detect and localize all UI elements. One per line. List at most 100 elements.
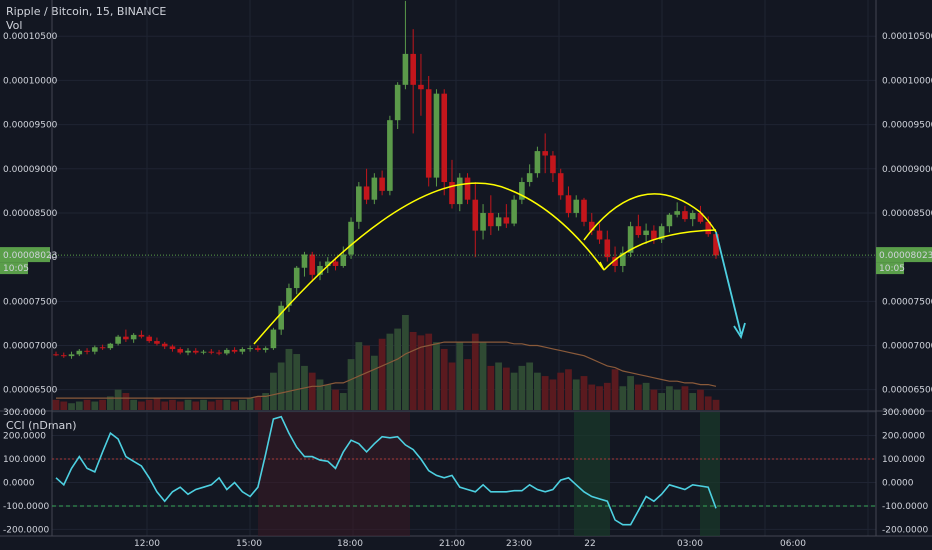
cci-tick-label-right: -100.0000: [882, 502, 928, 512]
candle-body: [441, 93, 448, 183]
cci-tick-label-left: 200.0000: [3, 431, 46, 441]
volume-bar: [471, 333, 479, 410]
candle-body: [573, 199, 580, 213]
price-tick-label-right: 0.00009000: [882, 165, 932, 175]
volume-bar: [215, 399, 223, 410]
time-label: 06:00: [780, 539, 806, 549]
candle-body: [658, 226, 665, 240]
candle-body: [239, 349, 246, 352]
cci-tick-label-left: 300.0000: [3, 408, 46, 418]
candle-body: [674, 211, 680, 215]
candle-body: [371, 177, 378, 200]
volume-bar: [332, 389, 339, 410]
current-time-label-left: 10:05: [3, 264, 29, 274]
candle-body: [309, 254, 316, 275]
volume-bar: [270, 372, 277, 410]
volume-bar: [666, 386, 673, 410]
volume-bar: [658, 393, 666, 410]
candle-body: [92, 347, 98, 352]
candle-body: [627, 226, 634, 253]
volume-bar: [487, 365, 495, 410]
volume-bar: [417, 335, 425, 410]
volume-series: [52, 315, 720, 410]
volume-bar: [153, 398, 161, 410]
volume-bar: [60, 401, 68, 410]
volume-bar: [246, 398, 254, 410]
candle-body: [511, 199, 517, 224]
candle-body: [293, 267, 300, 289]
candle-body: [526, 173, 533, 183]
volume-bar: [68, 403, 75, 410]
volume-bar: [106, 396, 114, 410]
volume-bar: [91, 401, 99, 410]
volume-bar: [572, 379, 580, 410]
volume-bar: [634, 384, 642, 410]
time-label: 23:00: [506, 539, 532, 549]
candle-body: [402, 53, 409, 85]
cci-oversold-zone: [700, 412, 720, 536]
volume-bar: [114, 389, 122, 410]
candle-body: [60, 355, 67, 357]
current-time-label-right: 10:05: [879, 264, 905, 274]
candle-body: [456, 177, 463, 205]
volume-bar: [277, 362, 285, 410]
candle-body: [107, 343, 114, 349]
pattern-lower-arc: [603, 229, 717, 271]
volume-bar: [130, 399, 138, 410]
volume-bar: [565, 369, 572, 410]
candle-body: [705, 221, 712, 235]
cci-tick-label-right: 100.0000: [882, 455, 925, 465]
candle-body: [356, 186, 362, 222]
candle-body: [247, 348, 253, 350]
candle-body: [472, 199, 479, 231]
candle-body: [53, 354, 59, 356]
volume-bar: [704, 396, 712, 410]
candle-body: [348, 221, 354, 255]
price-tick-label-right: 0.00008500: [882, 209, 932, 219]
price-tick-label-left: 0.00007500: [3, 297, 58, 307]
volume-bar: [712, 399, 720, 410]
volume-bar: [689, 393, 697, 410]
candle-body: [503, 217, 510, 224]
projection-arrow-line: [715, 231, 742, 335]
cci-tick-label-right: 300.0000: [882, 408, 925, 418]
candle-body: [557, 173, 564, 196]
candle-body: [410, 53, 416, 85]
candle-body: [68, 354, 75, 357]
candle-body: [130, 334, 137, 340]
candle-body: [620, 252, 626, 266]
volume-bar: [409, 331, 417, 410]
volume-bar: [316, 379, 324, 410]
candle-body: [200, 351, 207, 353]
volume-bar: [122, 393, 130, 410]
volume-bar: [161, 401, 169, 410]
candle-body: [363, 186, 370, 200]
volume-bar: [75, 401, 83, 410]
volume-bar: [697, 389, 704, 410]
candle-body: [697, 212, 704, 222]
volume-bar: [502, 367, 510, 410]
candle-series: [53, 0, 719, 359]
volume-bar: [378, 338, 386, 410]
volume-bar: [627, 376, 634, 410]
volume-bar: [386, 333, 394, 410]
cci-tick-label-right: 200.0000: [882, 431, 925, 441]
volume-bar: [347, 359, 355, 410]
volume-bar: [479, 342, 487, 410]
candle-body: [340, 254, 347, 266]
volume-bar: [650, 389, 658, 410]
volume-bar: [464, 359, 471, 410]
candle-body: [449, 182, 455, 205]
candle-body: [550, 155, 556, 174]
volume-bar: [254, 396, 262, 410]
candle-body: [324, 261, 331, 266]
volume-bar: [238, 399, 246, 410]
volume-bar: [223, 399, 231, 410]
volume-ma-line: [56, 341, 717, 399]
pattern-big-arc: [253, 182, 605, 345]
volume-bar: [557, 372, 565, 410]
price-tick-label-left: 0.00008500: [3, 209, 58, 219]
candle-body: [146, 336, 152, 342]
candle-body: [534, 151, 541, 174]
